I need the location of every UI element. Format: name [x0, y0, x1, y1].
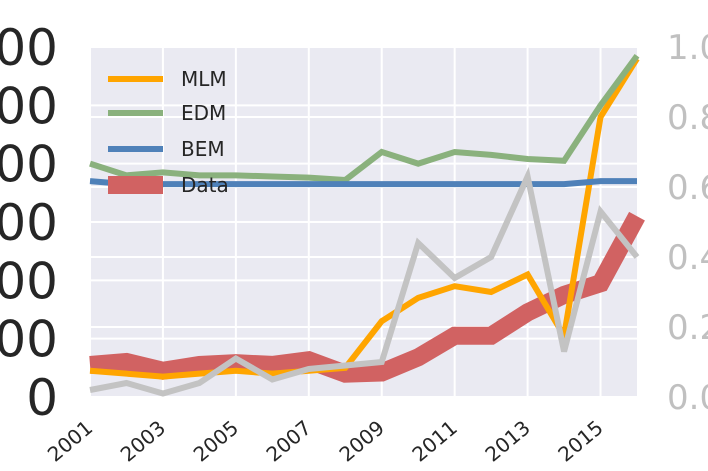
x-tick-label: 2011 — [407, 415, 461, 466]
right-tick-label: 0.8 — [667, 98, 708, 138]
series-line-edm — [89, 53, 640, 184]
series-layer — [89, 53, 645, 397]
left-tick-label: 00 — [0, 136, 58, 194]
left-tick-label: 00 — [0, 77, 58, 135]
right-tick-label: 0.0 — [667, 378, 708, 418]
right-tick-label: 0.2 — [667, 308, 708, 348]
left-tick-label: 00 — [0, 252, 58, 310]
series-line-bem — [89, 178, 637, 188]
x-tick-label: 2003 — [116, 415, 170, 466]
legend-label: BEM — [181, 137, 225, 161]
legend: MLM EDM BEM Data — [108, 67, 229, 197]
x-tick-label: 2013 — [480, 415, 534, 466]
legend-label: Data — [181, 173, 229, 197]
x-tick-label: 2005 — [189, 415, 243, 466]
right-tick-label: 1.0 — [667, 28, 708, 68]
x-axis-ticks: 2001 2003 2005 2007 2009 2011 2013 2015 — [43, 415, 608, 466]
legend-label: EDM — [181, 101, 226, 125]
series-line-right-axis — [89, 166, 640, 397]
left-tick-label: 0 — [26, 369, 58, 427]
x-tick-label: 2015 — [553, 415, 607, 466]
right-tick-label: 0.4 — [667, 238, 708, 278]
left-tick-label: 00 — [0, 311, 58, 369]
left-tick-label: 00 — [0, 194, 58, 252]
right-tick-label: 0.6 — [667, 168, 708, 208]
x-tick-label: 2009 — [335, 415, 389, 466]
x-tick-label: 2007 — [262, 415, 316, 466]
left-tick-label: 00 — [0, 19, 58, 77]
series-line-mlm — [89, 57, 640, 380]
legend-label: MLM — [181, 67, 227, 91]
right-axis-ticks: 0.0 0.2 0.4 0.6 0.8 1.0 — [667, 28, 708, 418]
